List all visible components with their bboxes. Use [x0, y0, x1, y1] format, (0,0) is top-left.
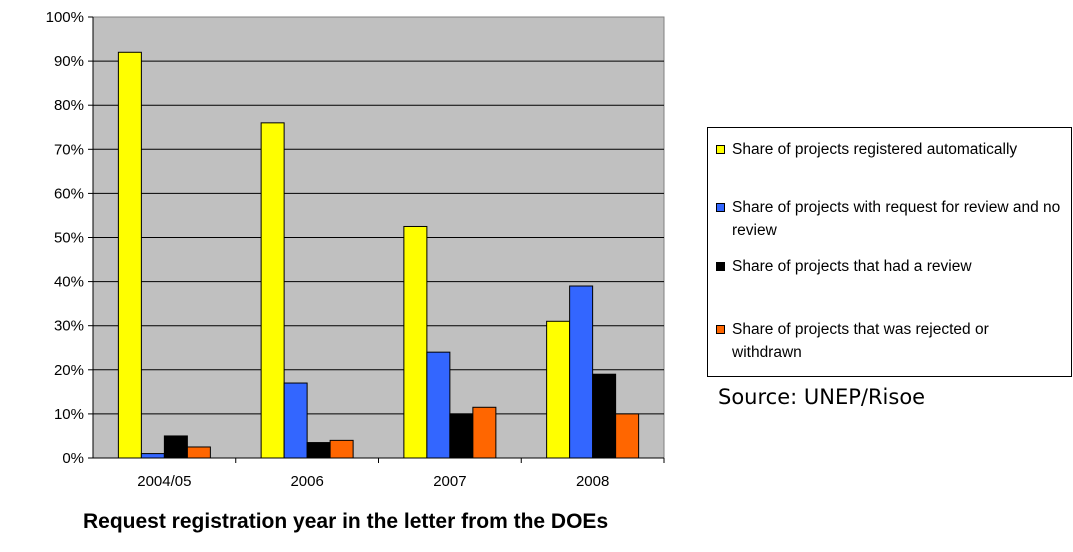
y-tick-label: 100% [46, 9, 84, 26]
bar-1-2006 [260, 122, 285, 459]
y-tick-labels: 0% 10% 20% 30% 40% 50% 60% 70% 80% 90% 100% [46, 9, 84, 467]
legend-item-request-no-review: Share of projects with request for revie… [716, 196, 1071, 242]
legend-label: Share of projects registered automatical… [732, 141, 1018, 158]
y-tick-label: 30% [54, 318, 84, 335]
legend-item-rejected-withdrawn: Share of projects that was rejected or w… [716, 318, 1071, 364]
x-tick-labels: 2004/05 2006 2007 2008 [137, 473, 609, 490]
legend-swatch-yellow [716, 145, 725, 154]
bar-3-2007 [449, 413, 474, 459]
y-tick-label: 0% [62, 450, 84, 467]
y-tick-label: 50% [54, 230, 84, 247]
y-tick-label: 60% [54, 185, 84, 202]
bar-1-2008 [546, 320, 571, 459]
bars [117, 51, 640, 459]
bar-4-2008 [615, 413, 640, 459]
legend-label: Share of projects that was rejected or w… [732, 321, 989, 361]
legend-swatch-blue [716, 203, 725, 212]
bar-2-2006 [283, 382, 308, 459]
axes [88, 16, 665, 463]
x-axis-title: Request registration year in the letter … [83, 510, 609, 533]
bar-4-2006 [329, 439, 354, 459]
bar-4-2007 [472, 406, 497, 459]
x-tick-label: 2004/05 [137, 473, 191, 490]
bar-2-2007 [426, 351, 451, 459]
bar-1-2007 [403, 225, 428, 459]
bar-2-2008 [569, 285, 594, 459]
bar-3-2008 [592, 373, 617, 459]
legend-item-registered-automatically: Share of projects registered automatical… [716, 138, 1071, 161]
bar-4-2004-05 [186, 446, 211, 459]
legend-label: Share of projects that had a review [732, 258, 972, 275]
y-tick-label: 20% [54, 362, 84, 379]
bar-1-2004-05 [117, 51, 142, 459]
y-tick-label: 10% [54, 406, 84, 423]
legend-item-had-review: Share of projects that had a review [716, 255, 1071, 278]
y-tick-label: 90% [54, 53, 84, 70]
bar-3-2006 [306, 442, 331, 459]
legend-label: Share of projects with request for revie… [732, 199, 1061, 239]
x-tick-label: 2007 [433, 473, 466, 490]
bar-3-2004-05 [163, 435, 188, 459]
legend-swatch-black [716, 262, 725, 271]
y-tick-label: 70% [54, 141, 84, 158]
bar-2-2004-05 [140, 453, 165, 459]
y-tick-label: 80% [54, 97, 84, 114]
x-tick-label: 2006 [290, 473, 323, 490]
y-tick-label: 40% [54, 274, 84, 291]
x-tick-label: 2008 [576, 473, 609, 490]
source-note: Source: UNEP/Risoe [718, 385, 926, 409]
legend: Share of projects registered automatical… [707, 127, 1072, 377]
legend-swatch-orange [716, 325, 725, 334]
